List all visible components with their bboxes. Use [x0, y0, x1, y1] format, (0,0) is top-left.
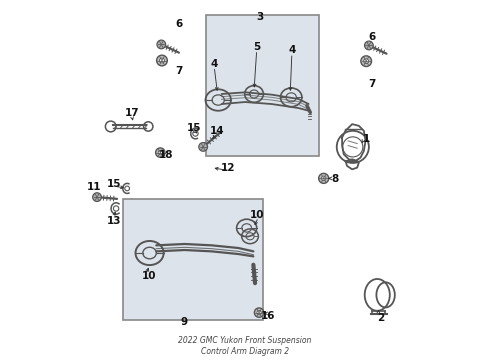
- Text: 4: 4: [288, 45, 295, 55]
- Bar: [206, 15, 318, 156]
- Text: 2: 2: [377, 313, 384, 323]
- Text: 15: 15: [187, 123, 201, 133]
- Text: 2022 GMC Yukon Front Suspension
Control Arm Diagram 2: 2022 GMC Yukon Front Suspension Control …: [178, 336, 312, 356]
- Circle shape: [156, 148, 165, 157]
- Text: 18: 18: [159, 150, 173, 160]
- Circle shape: [257, 311, 261, 315]
- Text: 12: 12: [220, 163, 235, 173]
- Circle shape: [157, 40, 166, 49]
- Text: 1: 1: [363, 134, 370, 144]
- Text: 11: 11: [86, 182, 101, 192]
- Text: 8: 8: [332, 174, 339, 184]
- Text: 14: 14: [210, 126, 225, 136]
- Text: 13: 13: [106, 216, 121, 226]
- Text: 5: 5: [253, 42, 260, 52]
- Circle shape: [158, 150, 162, 155]
- Circle shape: [254, 308, 264, 317]
- Bar: [123, 199, 264, 320]
- Circle shape: [93, 193, 101, 202]
- Text: 6: 6: [368, 32, 376, 42]
- Circle shape: [318, 174, 329, 183]
- Text: 10: 10: [249, 210, 264, 220]
- Text: 16: 16: [261, 311, 276, 321]
- Text: 3: 3: [256, 12, 264, 22]
- Text: 15: 15: [106, 179, 121, 189]
- Text: 17: 17: [124, 108, 139, 118]
- Text: 7: 7: [368, 79, 376, 89]
- Text: 7: 7: [175, 66, 182, 76]
- Circle shape: [321, 176, 326, 181]
- Circle shape: [361, 56, 371, 67]
- Circle shape: [364, 59, 368, 64]
- Circle shape: [160, 58, 164, 63]
- Circle shape: [199, 143, 207, 151]
- Text: 4: 4: [211, 59, 218, 69]
- Text: 6: 6: [175, 19, 182, 29]
- Circle shape: [365, 41, 373, 50]
- Text: 10: 10: [142, 271, 156, 282]
- Text: 9: 9: [180, 317, 188, 327]
- Circle shape: [157, 55, 167, 66]
